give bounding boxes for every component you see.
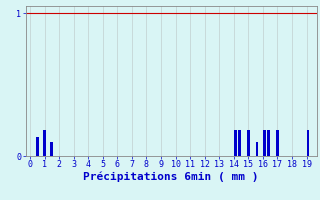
Bar xyxy=(43,130,46,156)
Bar xyxy=(238,130,241,156)
Bar xyxy=(36,137,38,156)
Bar xyxy=(307,130,309,156)
Bar xyxy=(51,142,53,156)
Bar xyxy=(247,130,250,156)
Bar xyxy=(256,142,259,156)
Bar xyxy=(234,130,236,156)
X-axis label: Précipitations 6min ( mm ): Précipitations 6min ( mm ) xyxy=(84,172,259,182)
Bar xyxy=(276,130,279,156)
Bar xyxy=(268,130,270,156)
Bar xyxy=(263,130,266,156)
